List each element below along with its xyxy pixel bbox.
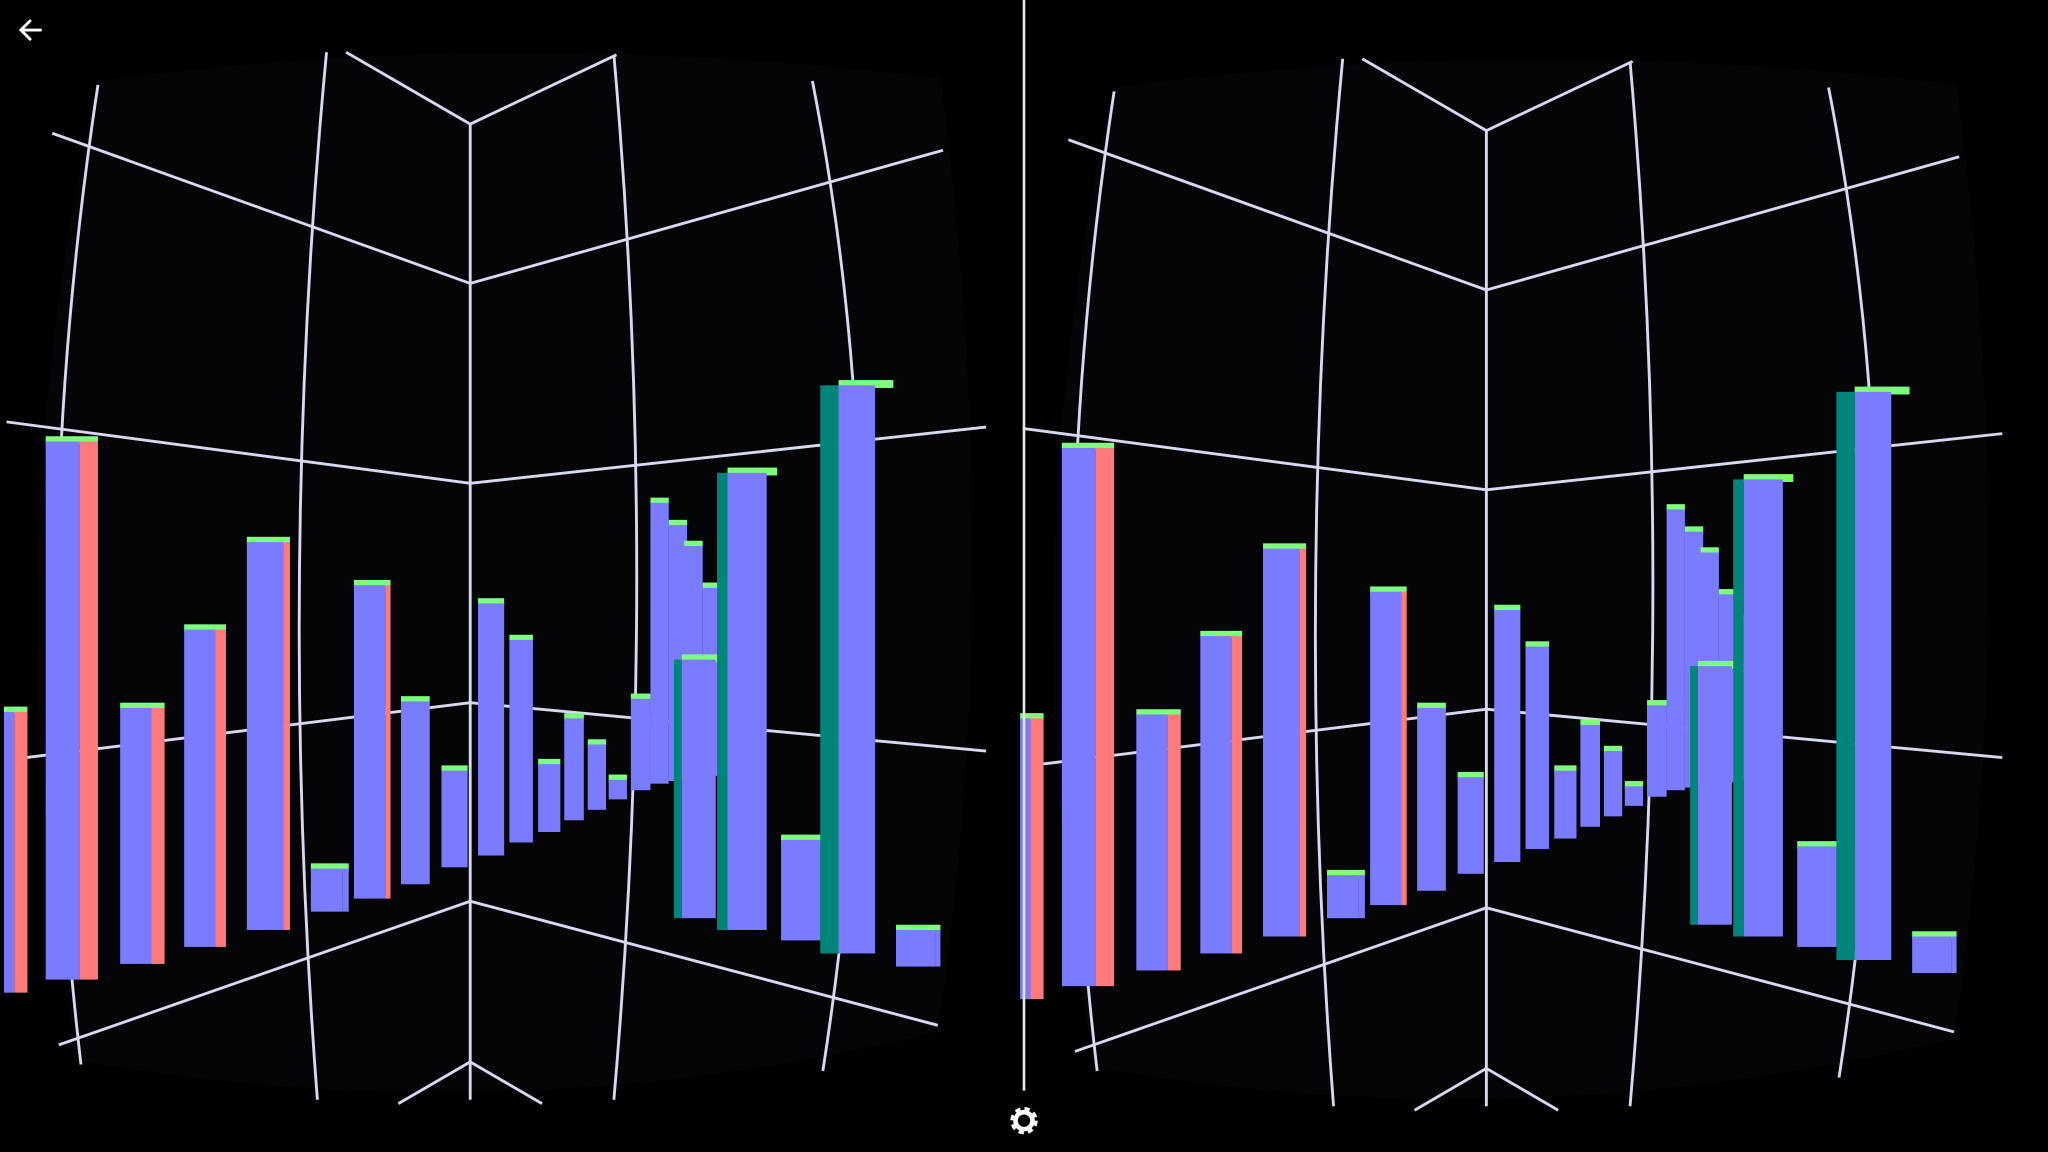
left-eye [2, 50, 988, 1106]
right-eye [1018, 57, 2004, 1112]
edge [0, 0, 3, 1152]
back-button[interactable] [18, 19, 42, 41]
settings-button[interactable] [1010, 1106, 1038, 1135]
